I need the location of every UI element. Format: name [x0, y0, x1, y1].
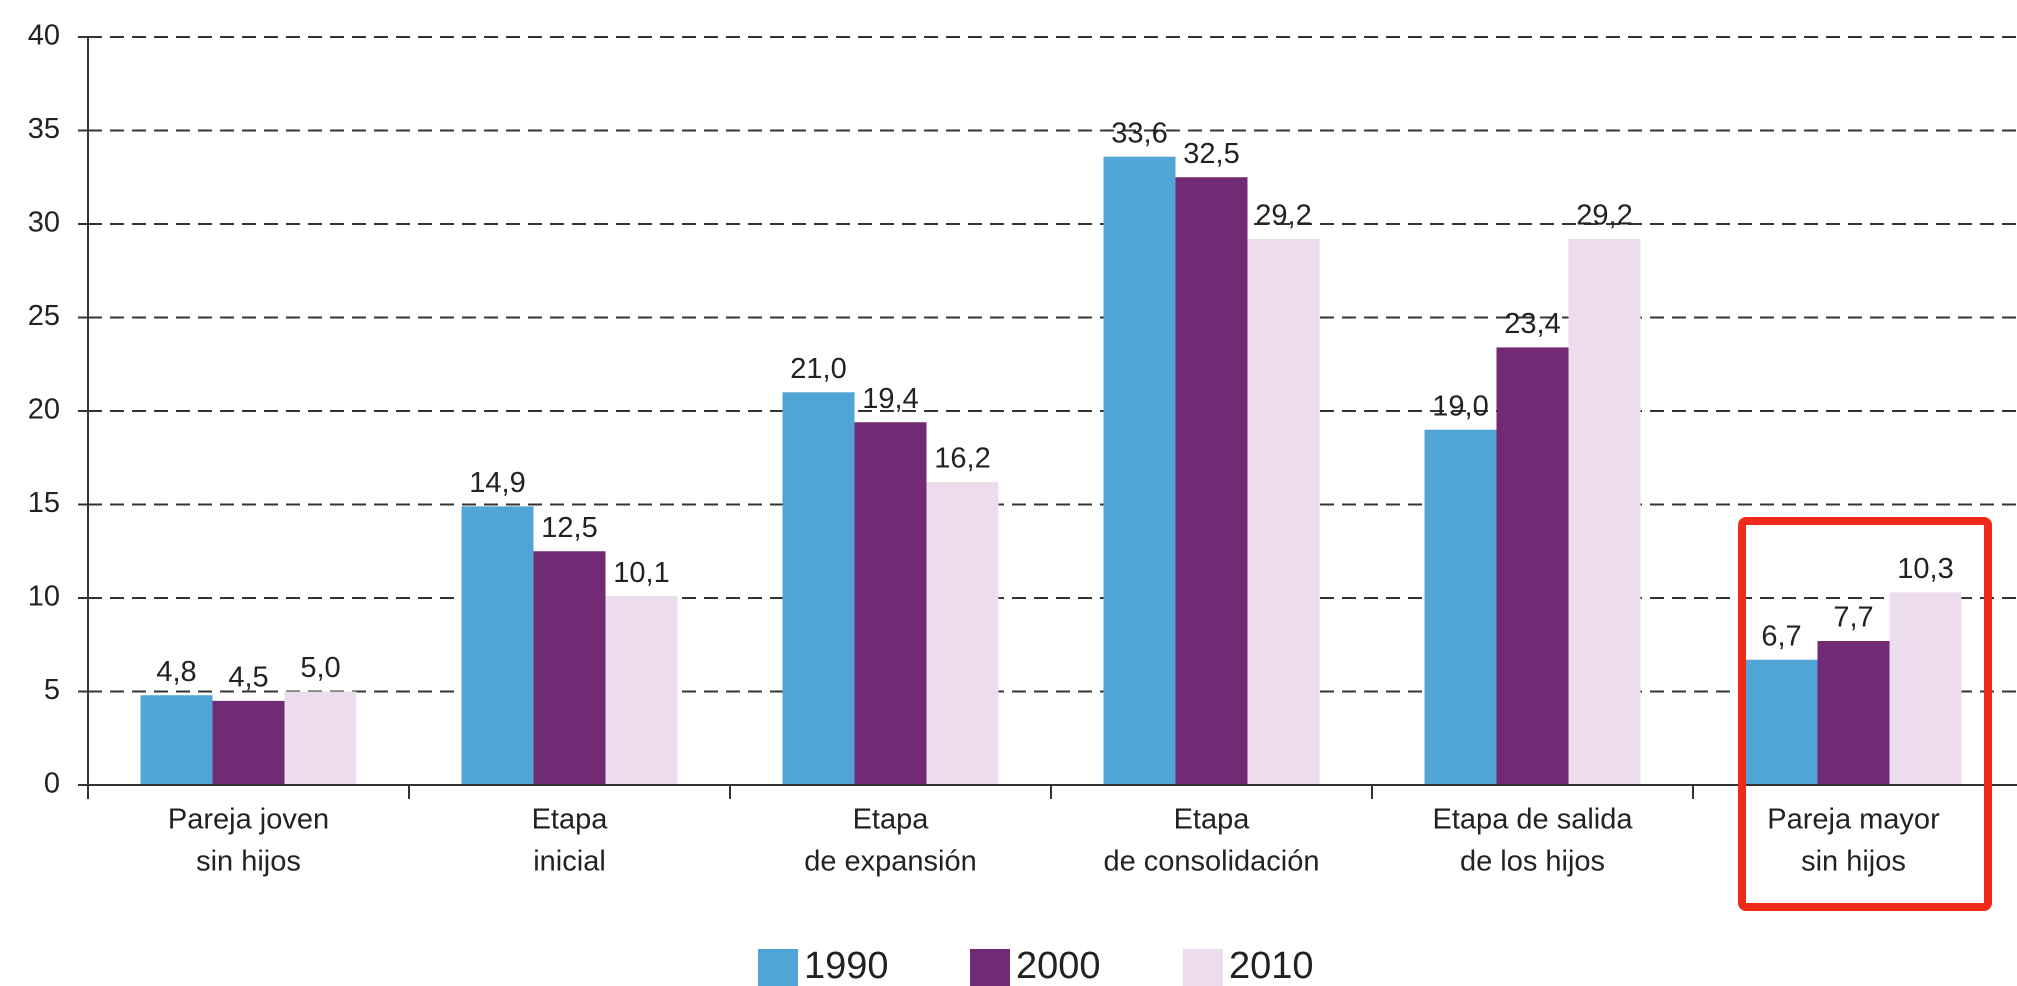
legend-swatch — [970, 949, 1010, 986]
data-label: 19,4 — [862, 383, 918, 415]
data-label: 23,4 — [1504, 308, 1560, 340]
bar — [926, 482, 999, 785]
bar — [605, 596, 678, 785]
data-label: 33,6 — [1111, 117, 1167, 149]
data-label: 7,7 — [1833, 602, 1873, 634]
bar — [1745, 659, 1818, 785]
data-label: 4,5 — [228, 662, 268, 694]
y-tick-label: 35 — [28, 113, 60, 145]
y-tick-label: 25 — [28, 300, 60, 332]
bar — [1424, 429, 1497, 785]
bar — [1568, 238, 1641, 785]
legend-swatch — [758, 949, 798, 986]
data-label: 5,0 — [300, 652, 340, 684]
bar — [212, 700, 285, 785]
y-tick-label: 15 — [28, 487, 60, 519]
y-tick-label: 40 — [28, 20, 60, 52]
bar — [284, 691, 357, 785]
data-label: 4,8 — [156, 656, 196, 688]
legend-label: 2000 — [1016, 945, 1101, 986]
x-tick-label: de consolidación — [1103, 846, 1319, 878]
x-tick-label: sin hijos — [196, 846, 301, 878]
data-label: 10,3 — [1897, 553, 1953, 585]
bar — [461, 506, 534, 785]
data-label: 19,0 — [1432, 390, 1488, 422]
bar — [1889, 592, 1962, 785]
bar — [1496, 347, 1569, 785]
legend-swatch — [1183, 949, 1223, 986]
highlight-box — [1738, 517, 1992, 911]
y-tick-label: 30 — [28, 207, 60, 239]
data-label: 21,0 — [790, 353, 846, 385]
x-tick-label: de los hijos — [1460, 846, 1605, 878]
y-tick-label: 10 — [28, 581, 60, 613]
y-tick-label: 0 — [44, 768, 60, 800]
legend-label: 2010 — [1229, 945, 1314, 986]
x-tick-label: sin hijos — [1801, 846, 1906, 878]
bar — [854, 422, 927, 785]
x-tick-label: Etapa — [1174, 804, 1251, 836]
data-label: 29,2 — [1255, 200, 1311, 232]
bar — [140, 695, 213, 785]
x-tick-label: Etapa — [853, 804, 930, 836]
x-tick-label: inicial — [533, 846, 606, 878]
data-label: 16,2 — [934, 443, 990, 475]
data-label: 14,9 — [469, 467, 525, 499]
bar — [533, 551, 606, 785]
x-tick-label: Etapa — [532, 804, 609, 836]
data-label: 12,5 — [541, 512, 597, 544]
x-tick-label: Pareja mayor — [1767, 804, 1940, 836]
bar — [1247, 238, 1320, 785]
data-label: 10,1 — [613, 557, 669, 589]
y-tick-label: 20 — [28, 394, 60, 426]
y-tick-label: 5 — [44, 674, 60, 706]
bar — [1175, 177, 1248, 785]
bar — [782, 392, 855, 785]
bar — [1103, 156, 1176, 785]
x-tick-label: Pareja joven — [168, 804, 329, 836]
x-tick-label: Etapa de salida — [1433, 804, 1634, 836]
bar — [1817, 641, 1890, 785]
data-label: 29,2 — [1576, 200, 1632, 232]
x-tick-label: de expansión — [804, 846, 977, 878]
data-label: 6,7 — [1761, 620, 1801, 652]
data-label: 32,5 — [1183, 138, 1239, 170]
legend-label: 1990 — [804, 945, 889, 986]
